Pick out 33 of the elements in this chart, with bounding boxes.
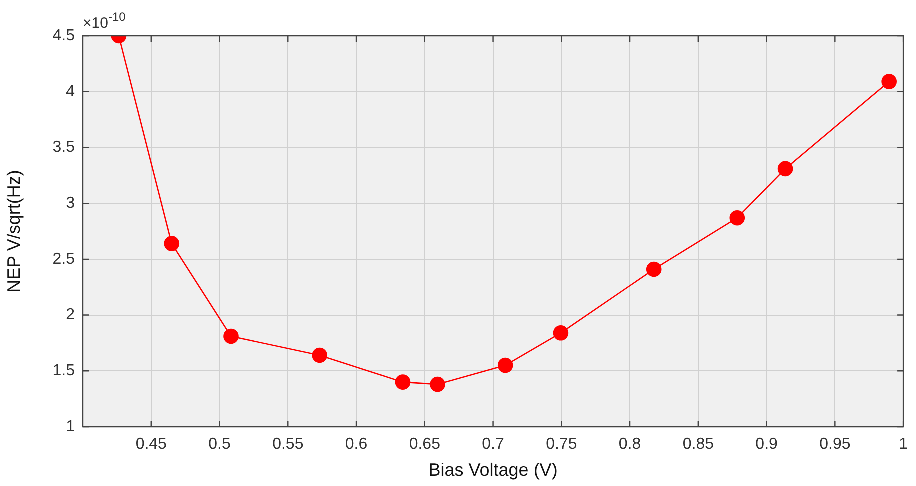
- x-tick-label: 0.85: [682, 436, 714, 454]
- point: [730, 210, 746, 226]
- y-axis-title: NEP V/sqrt(Hz): [4, 170, 24, 293]
- x-tick-label: 0.55: [272, 436, 304, 454]
- point: [430, 376, 446, 392]
- y-tick-label: 1: [66, 418, 76, 436]
- y-tick-label: 2: [66, 306, 76, 324]
- y-tick-label: 1.5: [52, 362, 76, 380]
- y-tick-label: 4: [66, 83, 76, 100]
- point: [778, 161, 794, 177]
- x-tick-label: 0.9: [756, 436, 778, 454]
- y-tick-label: 3.5: [52, 139, 76, 156]
- y-tick-label: 4.5: [52, 27, 76, 44]
- x-tick-label: 0.95: [820, 436, 851, 454]
- x-tick-label: 0.6: [345, 436, 368, 454]
- x-tick-label: 0.75: [546, 436, 578, 454]
- point: [498, 358, 514, 374]
- x-tick-label: 0.8: [618, 436, 642, 454]
- x-tick-label: 0.45: [136, 436, 168, 454]
- x-tick-label: 1: [899, 436, 908, 454]
- y-tick-label: 3: [66, 194, 76, 212]
- point: [646, 262, 662, 278]
- x-tick-label: 0.7: [482, 436, 504, 454]
- point: [312, 348, 328, 364]
- x-tick-label: 0.65: [409, 436, 441, 454]
- point: [164, 236, 180, 252]
- y-tick-label: 2.5: [52, 250, 76, 268]
- point: [395, 374, 411, 390]
- point: [882, 74, 897, 90]
- x-tick-label: 0.5: [208, 436, 231, 454]
- point: [224, 328, 239, 344]
- x-axis-title: Bias Voltage (V): [428, 460, 558, 480]
- point: [553, 326, 569, 341]
